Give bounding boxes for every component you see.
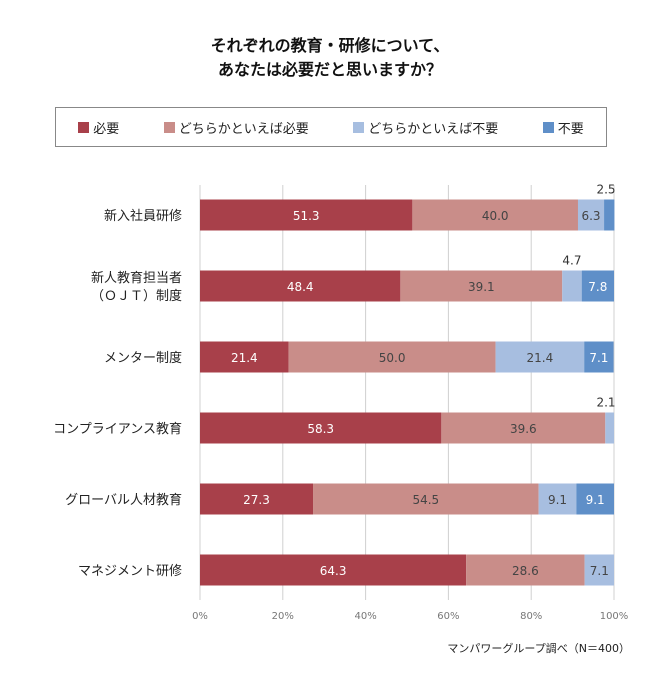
legend-item: どちらかといえば不要: [353, 118, 498, 137]
bar-segment: [200, 483, 314, 515]
bar-segment: [576, 483, 614, 515]
data-label: 21.4: [527, 351, 554, 365]
bar-segment: [200, 412, 442, 444]
bar-segment: [412, 199, 578, 231]
category-label: 新入社員研修: [104, 208, 182, 224]
data-label: 54.5: [412, 493, 439, 507]
data-label: 7.1: [589, 351, 608, 365]
bar-segment: [538, 483, 577, 515]
bar-segment: [441, 412, 606, 444]
x-tick-label: 0%: [192, 611, 208, 622]
category-label: メンター制度: [104, 350, 182, 366]
legend: 必要 どちらかといえば必要 どちらかといえば不要 不要: [55, 107, 607, 147]
category-label: グローバル人材教育: [65, 492, 182, 508]
data-label: 39.1: [468, 280, 495, 294]
data-label: 6.3: [581, 209, 600, 223]
data-label: 7.8: [588, 280, 607, 294]
category-label: マネジメント研修: [78, 564, 182, 579]
legend-item: どちらかといえば必要: [163, 118, 309, 137]
data-label: 9.1: [548, 493, 567, 507]
data-label: 58.3: [307, 422, 334, 436]
bar-segment: [495, 341, 585, 373]
x-tick-label: 40%: [354, 611, 376, 622]
bar-segment: [584, 554, 614, 586]
legend-swatch: [78, 121, 90, 133]
x-tick-label: 100%: [600, 611, 629, 622]
bar-segment: [288, 341, 496, 373]
title-line-1: それぞれの教育・研修について、: [210, 36, 450, 55]
data-label: 9.1: [586, 493, 605, 507]
legend-item: 不要: [542, 118, 584, 137]
legend-item: 必要: [78, 118, 119, 137]
legend-label: どちらかといえば不要: [368, 121, 499, 137]
data-label: 2.1: [596, 396, 615, 410]
bar-segment: [200, 270, 401, 302]
bar-segment: [400, 270, 563, 302]
bar-segment: [200, 199, 413, 231]
bar-segment: [200, 554, 467, 586]
legend-label: どちらかといえば必要: [178, 121, 309, 137]
data-label: 40.0: [482, 209, 509, 223]
data-label: 50.0: [379, 351, 406, 365]
legend-swatch: [163, 121, 175, 133]
data-label: 21.4: [231, 351, 258, 365]
category-label: （ＯＪＴ）制度: [91, 288, 182, 304]
bar-segment: [581, 270, 614, 302]
legend-label: 不要: [557, 121, 584, 137]
x-tick-label: 20%: [272, 611, 294, 622]
bar-segment: [466, 554, 585, 586]
bar-segment: [313, 483, 539, 515]
legend-label: 必要: [93, 121, 120, 137]
data-label: 28.6: [512, 564, 539, 578]
bar-segment: [604, 199, 615, 231]
data-label: 64.3: [320, 564, 347, 578]
bar-segment: [200, 341, 289, 373]
category-label: コンプライアンス教育: [53, 421, 182, 437]
data-label: 51.3: [293, 209, 320, 223]
data-label: 2.5: [596, 183, 615, 197]
category-label: 新人教育担当者: [91, 270, 182, 286]
bar-segment: [577, 199, 605, 231]
chart-title: それぞれの教育・研修について、 あなたは必要だと思いますか？: [0, 34, 660, 82]
data-label: 39.6: [510, 422, 537, 436]
legend-swatch: [353, 121, 365, 133]
bar-segment: [562, 270, 582, 302]
x-tick-label: 60%: [437, 611, 459, 622]
data-label: 7.1: [590, 564, 609, 578]
bar-segment: [584, 341, 614, 373]
title-line-2: あなたは必要だと思いますか？: [217, 60, 442, 79]
data-label: 48.4: [287, 280, 314, 294]
footnote: マンパワーグループ調べ（N＝400）: [447, 642, 630, 655]
x-tick-label: 80%: [520, 611, 542, 622]
data-label: 4.7: [562, 254, 581, 268]
bar-segment: [605, 412, 614, 444]
data-label: 27.3: [243, 493, 270, 507]
legend-swatch: [542, 121, 554, 133]
